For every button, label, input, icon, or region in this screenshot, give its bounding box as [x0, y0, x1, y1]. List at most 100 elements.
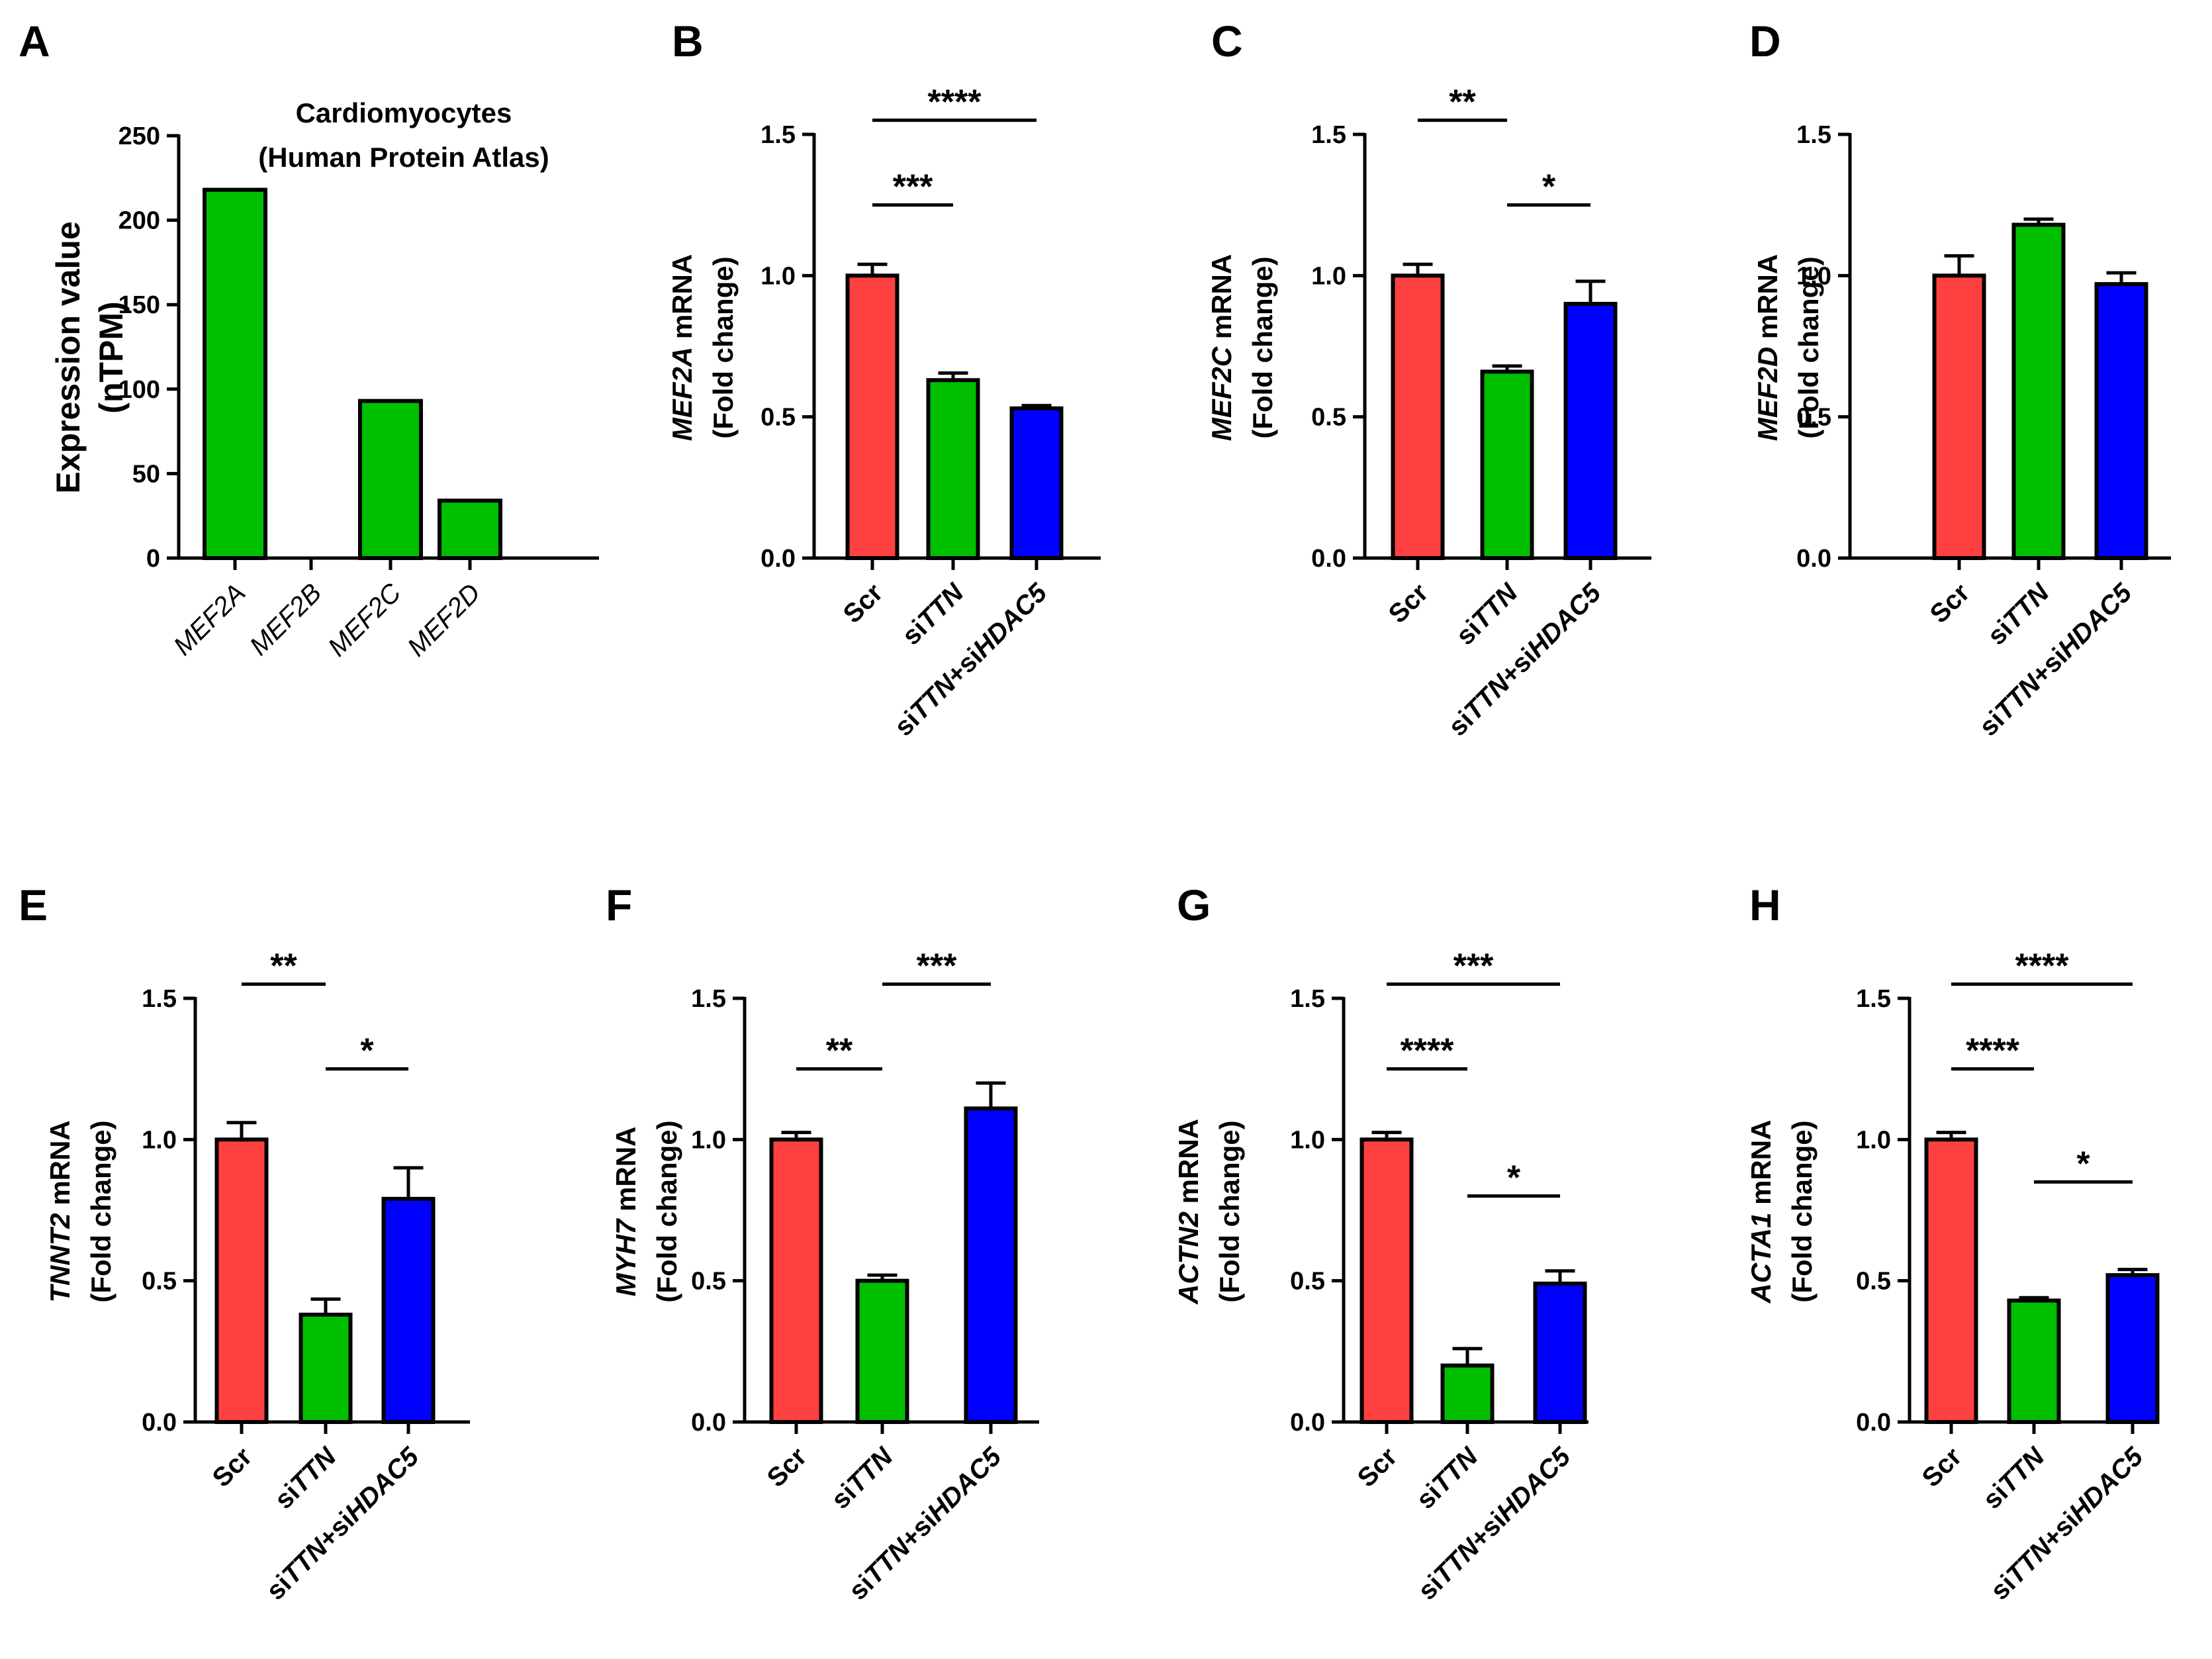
significance-label: *	[360, 1032, 374, 1070]
y-tick-label: 0.5	[1290, 1268, 1325, 1296]
bar	[299, 1312, 353, 1425]
significance-label: **	[270, 947, 297, 986]
x-category-label: siTTN	[1982, 577, 2055, 650]
bar	[926, 378, 980, 560]
y-tick-label: 1.0	[1290, 1126, 1325, 1154]
bar	[1924, 1137, 1978, 1425]
y-axis-label: ACTN2 mRNA	[1173, 1119, 1204, 1305]
y-axis-label-line2: (Fold change)	[708, 256, 739, 438]
bar	[1563, 302, 1618, 560]
bar	[769, 1137, 823, 1425]
y-tick-label: 0.0	[1290, 1409, 1325, 1437]
y-tick-label: 1.5	[691, 985, 726, 1013]
significance-label: *	[1542, 168, 1556, 207]
y-axis-label-line2: (Fold change)	[651, 1120, 682, 1302]
x-category-label: siTTN	[1978, 1441, 2051, 1514]
panel-c: C 0.0 0.5 1.0 1.5 MEF2C mRNA (Fold change) Scrs…	[1206, 17, 1651, 741]
x-category-label: siTTN+siHDAC5	[261, 1442, 425, 1606]
bar	[381, 1196, 436, 1425]
x-category-label: MEF2B	[244, 578, 327, 661]
chart-title: Cardiomyocytes	[296, 97, 512, 128]
y-tick-label: 1.5	[142, 985, 177, 1013]
bar	[964, 1106, 1018, 1425]
y-tick-label: 1.0	[1856, 1126, 1891, 1154]
y-tick-label: 0.0	[1311, 545, 1346, 573]
significance-label: **	[826, 1032, 853, 1070]
bar	[2011, 222, 2066, 560]
panel-letter: D	[1749, 17, 1781, 66]
y-axis-label: MEF2D mRNA	[1752, 254, 1783, 441]
y-axis-label-line2: (Fold change)	[1793, 256, 1824, 438]
chart-title: (Human Protein Atlas)	[258, 142, 549, 173]
panel-letter: A	[19, 17, 50, 66]
significance-label: ***	[893, 168, 933, 207]
x-category-label: Scr	[1383, 578, 1434, 629]
significance-label: *	[2076, 1145, 2090, 1183]
bar	[438, 498, 502, 560]
x-category-label: Scr	[762, 1442, 813, 1493]
bar	[214, 1137, 269, 1425]
y-tick-label: 1.0	[1311, 262, 1346, 290]
panel-d: D 0.0 0.5 1.0 1.5 MEF2D mRNA (Fold change) Scrs…	[1749, 17, 2171, 741]
significance-label: ***	[917, 947, 957, 986]
y-tick-label: 1.5	[1290, 985, 1325, 1013]
x-category-label: Scr	[838, 578, 889, 629]
y-tick-label: 0.0	[691, 1409, 726, 1437]
x-category-label: siTTN+siHDAC5	[889, 578, 1053, 742]
bar	[855, 1278, 909, 1424]
y-tick-label: 0.0	[1796, 545, 1831, 573]
bar	[203, 187, 267, 560]
y-tick-label: 0.0	[760, 545, 796, 573]
panel-a: A Cardiomyocytes (Human Protein Atlas) 0 50 1…	[19, 17, 599, 662]
panel-letter: C	[1211, 17, 1243, 66]
y-tick-label: 0	[146, 545, 160, 573]
y-tick-label: 0.5	[142, 1268, 177, 1296]
significance-label: **	[1449, 83, 1476, 122]
significance-label: *	[1507, 1159, 1521, 1198]
bar	[1440, 1363, 1495, 1425]
bar	[2094, 282, 2148, 560]
bar	[1359, 1137, 1414, 1425]
x-category-label: MEF2C	[322, 577, 407, 662]
y-tick-label: 0.5	[1311, 404, 1346, 432]
x-category-label: siTTN	[269, 1441, 342, 1514]
x-category-label: Scr	[1352, 1442, 1403, 1493]
x-category-label: Scr	[1925, 578, 1976, 629]
y-tick-label: 0.5	[1856, 1268, 1891, 1296]
x-category-label: MEF2A	[168, 578, 251, 661]
panel-e: E 0.0 0.5 1.0 1.5 TNNT2 mRNA (Fold change) Scrs…	[19, 880, 470, 1605]
y-tick-label: 1.0	[1796, 262, 1831, 290]
bar	[1009, 406, 1064, 560]
x-category-label: siTTN+siHDAC5	[1443, 578, 1607, 742]
y-tick-label: 0.5	[691, 1268, 726, 1296]
y-axis-label: MEF2C mRNA	[1206, 254, 1237, 441]
y-tick-label: 100	[118, 376, 160, 404]
x-category-label: siTTN	[897, 577, 970, 650]
x-category-label: siTTN	[1411, 1441, 1484, 1514]
significance-label: ***	[1453, 947, 1494, 986]
y-axis-label-line2: (nTPM)	[93, 301, 130, 413]
bar	[1480, 369, 1534, 561]
panel-f: F 0.0 0.5 1.0 1.5 MYH7 mRNA (Fold change) Scrsi…	[606, 880, 1039, 1605]
bar	[2007, 1298, 2061, 1424]
significance-label: ****	[1966, 1032, 2020, 1070]
y-tick-label: 1.5	[760, 121, 796, 149]
significance-label: ****	[2015, 947, 2070, 986]
significance-label: ****	[1401, 1032, 1455, 1070]
bar	[1932, 273, 1986, 560]
x-category-label: siTTN+siHDAC5	[1412, 1442, 1577, 1606]
y-axis-label: Expression value	[50, 221, 87, 493]
y-axis-label: MEF2A mRNA	[667, 254, 698, 441]
bar	[1533, 1281, 1587, 1425]
y-tick-label: 150	[118, 291, 160, 319]
y-axis-label-line2: (Fold change)	[1247, 256, 1278, 438]
x-category-label: MEF2D	[402, 578, 486, 662]
significance-label: ****	[928, 83, 982, 122]
bar	[845, 273, 899, 560]
y-tick-label: 1.5	[1311, 121, 1346, 149]
y-tick-label: 1.5	[1856, 985, 1891, 1013]
x-category-label: siTTN	[1451, 577, 1524, 650]
y-axis-label-line2: (Fold change)	[85, 1120, 116, 1302]
y-tick-label: 0.5	[1796, 404, 1831, 432]
